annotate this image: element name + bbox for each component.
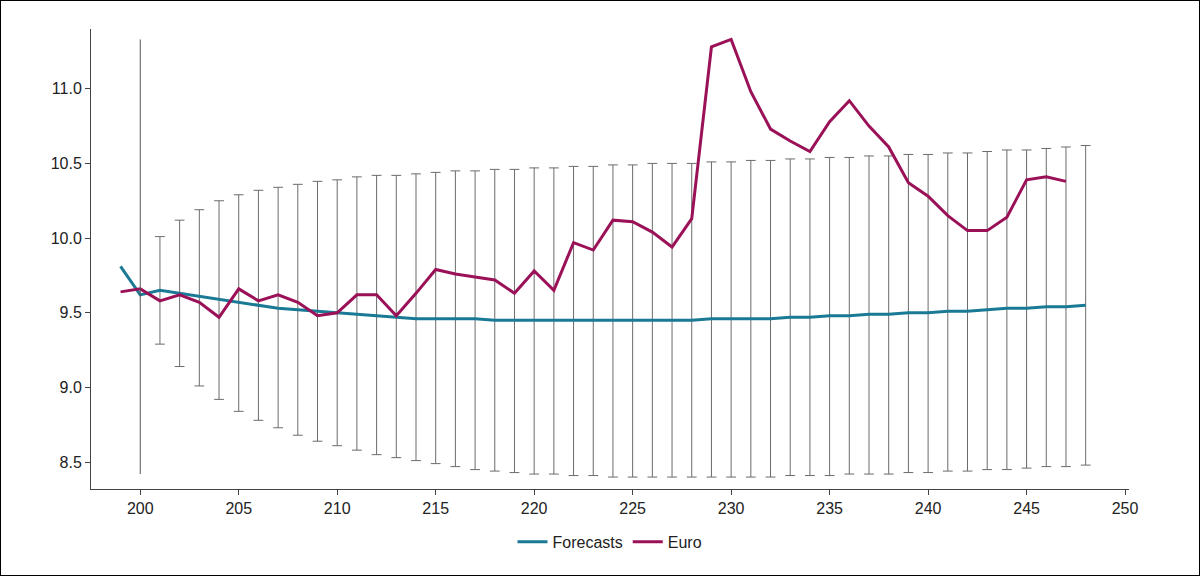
svg-text:9.5: 9.5 <box>60 304 82 321</box>
svg-text:Forecasts: Forecasts <box>553 534 623 551</box>
svg-text:245: 245 <box>1013 500 1040 517</box>
svg-text:11.0: 11.0 <box>52 80 82 97</box>
svg-text:230: 230 <box>718 500 745 517</box>
svg-text:220: 220 <box>521 500 548 517</box>
svg-text:235: 235 <box>816 500 843 517</box>
svg-text:10.0: 10.0 <box>51 230 82 247</box>
svg-text:9.0: 9.0 <box>60 379 82 396</box>
svg-text:205: 205 <box>225 500 252 517</box>
svg-text:10.5: 10.5 <box>51 155 82 172</box>
svg-text:215: 215 <box>422 500 449 517</box>
svg-text:Euro: Euro <box>668 534 702 551</box>
svg-text:225: 225 <box>619 500 646 517</box>
svg-text:200: 200 <box>127 500 154 517</box>
svg-text:8.5: 8.5 <box>60 454 82 471</box>
svg-text:250: 250 <box>1112 500 1139 517</box>
svg-text:210: 210 <box>324 500 351 517</box>
svg-text:240: 240 <box>915 500 942 517</box>
